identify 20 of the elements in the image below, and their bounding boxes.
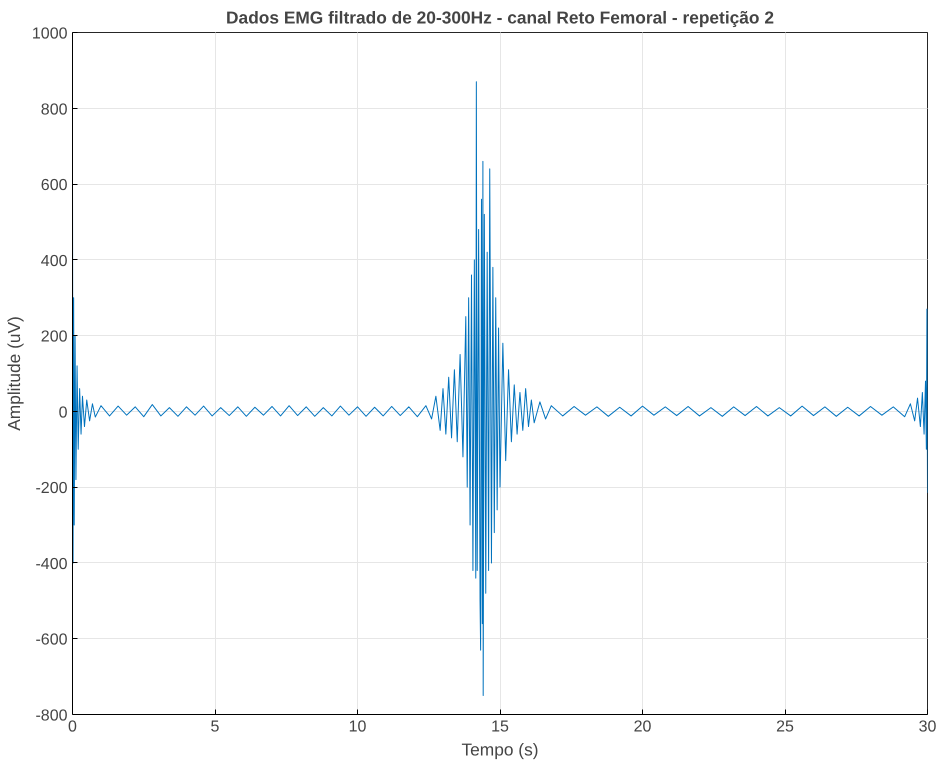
y-tick-label: 600	[40, 177, 68, 194]
x-tick-label: 15	[491, 718, 509, 736]
x-tick-label: 25	[776, 718, 794, 736]
y-tick-label: 400	[40, 252, 68, 270]
x-tick-label: 5	[210, 718, 220, 736]
y-axis-title: Amplitude (uV)	[4, 316, 24, 431]
chart-title: Dados EMG filtrado de 20-300Hz - canal Reto Femoral - repetição 2	[226, 8, 774, 28]
x-axis-title: Tempo (s)	[461, 740, 539, 760]
y-tick-label: -200	[35, 480, 68, 498]
y-tick-label: 200	[40, 328, 68, 346]
x-tick-label: 20	[634, 718, 652, 736]
y-tick-label: 800	[40, 101, 68, 118]
x-tick-label: 30	[918, 718, 936, 736]
y-tick-label: 0	[58, 404, 68, 422]
y-tick-label: -800	[35, 708, 68, 724]
x-tick-label: 10	[348, 718, 366, 736]
y-tick-label: -400	[35, 556, 68, 573]
line-series	[72, 81, 928, 696]
y-tick-label: 1000	[32, 26, 68, 42]
y-tick-label: -600	[35, 632, 68, 649]
